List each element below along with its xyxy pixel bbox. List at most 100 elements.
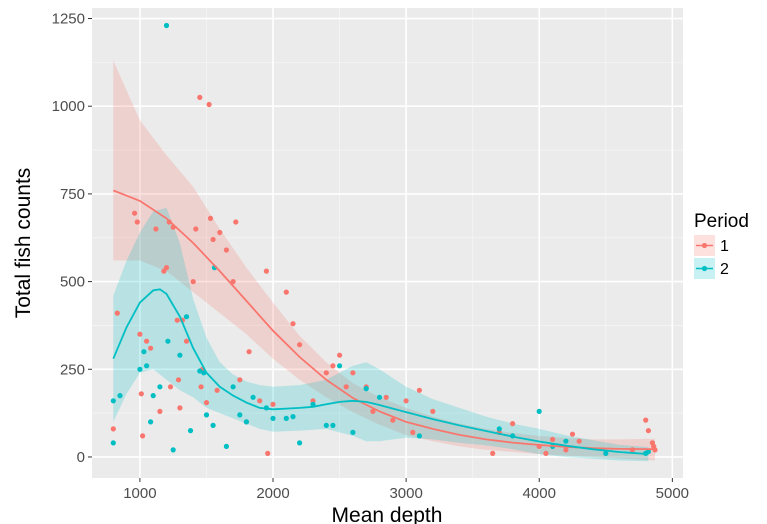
data-point-1 [543,450,549,456]
data-point-2 [210,422,216,428]
data-point-1 [430,408,436,414]
data-point-1 [290,321,296,327]
data-point-1 [283,289,289,295]
data-point-1 [206,101,212,108]
data-point-1 [265,450,271,456]
data-point-1 [337,352,343,358]
data-point-1 [183,338,190,344]
data-point-1 [270,401,276,407]
data-point-1 [576,438,582,444]
data-point-1 [230,279,236,285]
data-point-2 [283,415,289,421]
grid-minor [92,8,683,478]
data-point-1 [416,387,422,393]
data-point-1 [257,398,263,404]
data-point-1 [114,310,120,316]
x-axis-ticks: 1000 2000 3000 4000 5000 [123,478,689,502]
data-point-1 [550,436,556,442]
data-point-2 [250,394,256,400]
data-point-1 [569,431,576,437]
data-point-1 [297,342,303,348]
data-point-1 [214,387,220,393]
y-tick-label: 1000 [52,98,85,115]
data-point-2 [163,22,170,29]
data-point-1 [207,215,214,221]
data-point-2 [137,366,143,372]
y-tick-label: 500 [60,274,85,291]
data-point-2 [330,422,336,428]
data-point-1 [563,447,569,453]
confidence-bands [113,60,656,462]
x-tick-label: 5000 [656,485,689,502]
data-point-1 [383,394,389,400]
smooth-line-1 [112,189,656,451]
y-tick-label: 750 [60,186,85,203]
data-point-1 [263,268,269,274]
data-point-1 [137,331,143,337]
data-point-2 [645,449,652,455]
data-point-1 [370,408,376,414]
data-point-2 [144,363,150,369]
data-point-1 [148,345,154,351]
data-point-1 [175,377,182,383]
data-point-2 [337,363,343,369]
data-point-2 [110,440,116,446]
y-tick-label: 1250 [52,11,85,28]
data-point-2 [496,426,502,432]
legend-item-1: 1 [694,235,729,256]
data-point-1 [134,219,140,225]
data-point-1 [167,384,174,390]
data-point-1 [198,384,204,390]
y-tick-label: 0 [77,449,85,466]
data-point-1 [132,210,138,216]
smooth-line-2 [112,288,649,455]
data-point-1 [350,370,356,376]
data-point-2 [536,408,542,414]
data-point-2 [165,338,171,344]
data-point-2 [323,422,329,428]
x-axis-title: Mean depth [332,504,443,524]
data-point-2 [376,394,383,400]
data-point-2 [603,450,609,456]
data-point-2 [157,384,163,390]
data-point-2 [237,412,243,418]
data-point-1 [390,417,396,423]
x-tick-label: 2000 [256,485,289,502]
data-point-1 [197,94,203,100]
data-point-1 [330,363,336,369]
legend-key-point-1 [701,242,708,249]
data-point-2 [350,429,356,435]
x-tick-label: 4000 [523,485,556,502]
data-point-2 [223,443,229,449]
legend-label-1: 1 [720,238,729,255]
data-point-1 [233,219,239,225]
data-point-1 [140,433,146,439]
data-point-2 [290,414,296,420]
data-point-1 [190,279,196,285]
data-point-2 [197,368,203,374]
smooth-lines [112,189,656,455]
data-point-1 [193,226,199,232]
data-point-1 [237,377,243,383]
data-point-2 [310,401,316,407]
data-point-1 [490,450,496,456]
confidence-band-1 [113,60,656,461]
data-point-1 [163,265,170,271]
data-point-2 [363,386,369,392]
data-point-1 [174,317,180,323]
legend-title: Period [694,211,749,232]
data-point-2 [141,349,147,355]
data-point-2 [110,398,116,404]
data-point-1 [410,429,416,435]
data-point-2 [270,415,276,421]
data-point-1 [138,391,144,397]
data-point-1 [246,349,252,355]
x-tick-label: 3000 [389,485,422,502]
data-point-1 [177,405,183,411]
y-axis-title: Total fish counts [12,168,35,319]
data-point-1 [110,426,116,432]
data-point-2 [187,428,194,434]
x-tick-label: 1000 [123,485,156,502]
data-point-2 [177,352,183,358]
